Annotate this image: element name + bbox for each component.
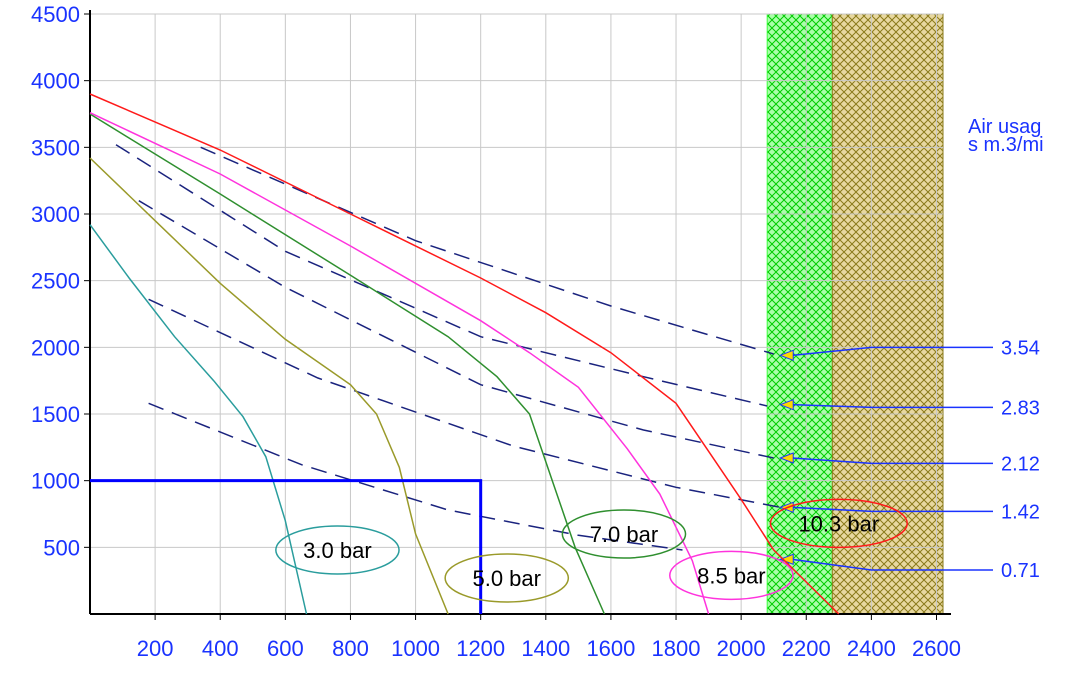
x-tick-label: 600 bbox=[267, 636, 304, 661]
air-usage-lines bbox=[115, 144, 993, 571]
arrow-head bbox=[778, 349, 794, 362]
olive-zone bbox=[831, 13, 944, 615]
curve-label: 3.0 bar bbox=[303, 538, 372, 563]
air-usage-pointer bbox=[792, 558, 993, 571]
x-tick-label: 1000 bbox=[391, 636, 440, 661]
air-usage-value: 0.71 bbox=[1001, 560, 1040, 582]
y-tick-label: 1500 bbox=[31, 402, 80, 427]
zones bbox=[766, 13, 944, 615]
curve-label-ellipse bbox=[769, 498, 908, 549]
air-usage-line bbox=[200, 146, 774, 355]
x-tick-label: 2200 bbox=[782, 636, 831, 661]
y-tick-label: 500 bbox=[43, 535, 80, 560]
pressure-curve bbox=[89, 157, 449, 615]
y-tick-label: 2000 bbox=[31, 335, 80, 360]
pressure-curve bbox=[89, 224, 308, 615]
arrow-head bbox=[778, 398, 794, 411]
curve-label-ellipse bbox=[561, 509, 687, 559]
air-usage-pointer bbox=[792, 457, 993, 465]
pressure-curves bbox=[89, 93, 840, 615]
green-zone bbox=[766, 13, 833, 615]
x-tick-label: 2600 bbox=[912, 636, 961, 661]
air-usage-pointer bbox=[792, 506, 993, 513]
air-usage-line bbox=[138, 200, 774, 459]
air-usage-line bbox=[115, 144, 768, 407]
y-tick-label: 2500 bbox=[31, 269, 80, 294]
curve-labels: 3.0 bar 5.0 bar 7.0 bar 8.5 bar 10.3 bar bbox=[275, 498, 908, 603]
tick-labels: 500 1000 1500 2000 2500 3000 3500 4000 4500 200 40… bbox=[31, 2, 961, 661]
curve-label: 8.5 bar bbox=[697, 563, 766, 588]
curve-label: 10.3 bar bbox=[798, 511, 879, 536]
x-tick-label: 2000 bbox=[717, 636, 766, 661]
curve-label-ellipse bbox=[275, 525, 400, 575]
x-tick-label: 400 bbox=[202, 636, 239, 661]
y-tick-label: 4500 bbox=[31, 2, 80, 27]
pressure-curve bbox=[89, 112, 710, 615]
curve-label: 7.0 bar bbox=[590, 522, 659, 547]
arrow-head bbox=[778, 452, 794, 464]
air-usage-value: 2.12 bbox=[1001, 453, 1040, 475]
air-usage-pointer bbox=[792, 346, 993, 357]
y-tick-label: 4000 bbox=[31, 69, 80, 94]
axes bbox=[84, 10, 951, 620]
air-usage-line bbox=[148, 402, 683, 551]
air-usage-value: 1.42 bbox=[1001, 501, 1040, 523]
curve-label-ellipse bbox=[669, 550, 794, 601]
x-tick-label: 200 bbox=[137, 636, 174, 661]
air-usage-value: 3.54 bbox=[1001, 337, 1040, 359]
x-tick-label: 1200 bbox=[456, 636, 505, 661]
y-tick-label: 3000 bbox=[31, 202, 80, 227]
x-tick-label: 1800 bbox=[652, 636, 701, 661]
air-usage-value: 2.83 bbox=[1001, 397, 1040, 419]
y-tick-label: 3500 bbox=[31, 135, 80, 160]
x-tick-label: 800 bbox=[332, 636, 369, 661]
x-tick-label: 1400 bbox=[521, 636, 570, 661]
air-usage-title: s m.3/mi bbox=[968, 134, 1044, 156]
x-tick-label: 2400 bbox=[847, 636, 896, 661]
air-usage-line bbox=[148, 298, 781, 509]
air-usage-pointer bbox=[792, 403, 993, 409]
curve-label: 5.0 bar bbox=[472, 566, 541, 591]
y-tick-label: 1000 bbox=[31, 469, 80, 494]
operating-point-line bbox=[90, 479, 483, 614]
pressure-curve bbox=[89, 93, 840, 615]
air-usage-title: Air usag bbox=[968, 116, 1041, 138]
operating-point-lines bbox=[90, 479, 483, 614]
x-tick-label: 1600 bbox=[586, 636, 635, 661]
curve-label-ellipse bbox=[444, 553, 570, 603]
